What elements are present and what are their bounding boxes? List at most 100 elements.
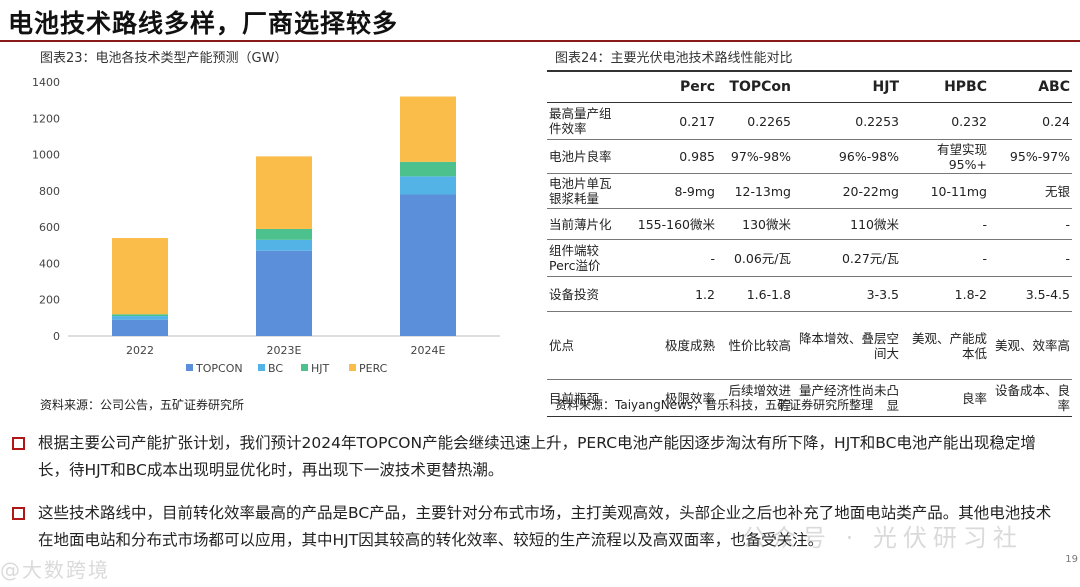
table-cell: 无银 [989,173,1072,209]
table-source: 资料来源：TaiyangNews，普乐科技，五矿证券研究所整理 [555,398,874,412]
header-cell [547,71,619,103]
table-row: 最高量产组件效率 0.217 0.2265 0.2253 0.232 0.24 [547,102,1072,140]
table-cell: 0.06元/瓦 [717,239,793,277]
bullet-text: 根据主要公司产能扩张计划，我们预计2024年TOPCON产能会继续迅速上升，PE… [38,434,1036,479]
table-cell: 155-160微米 [619,208,717,240]
y-tick-label: 200 [39,294,60,307]
bar-topcon-2023E [256,250,312,336]
table-row: 优点 极度成熟 性价比较高 降本增效、叠层空间大 美观、产能成本低 美观、效率高 [547,311,1072,380]
header-cell: TOPCon [717,71,793,103]
page-title: 电池技术路线多样，厂商选择较多 [8,9,399,38]
table-cell: - [901,208,989,240]
table-cell: 良率 [901,379,989,417]
table-cell: - [989,239,1072,277]
table-row: 电池片良率 0.985 97%-98% 96%-98% 有望实现95%+ 95%-97% [547,139,1072,174]
table-cell: 95%-97% [989,139,1072,174]
bullet-text: 这些技术路线中，目前转化效率最高的产品是BC产品，主要针对分布式市场，主打美观高… [38,504,1052,549]
row-label-cell: 优点 [547,311,619,380]
table-cell: - [989,208,1072,240]
table-cell: 1.6-1.8 [717,276,793,312]
header-cell: HJT [793,71,901,103]
bar-hjt-2023E [256,228,312,240]
table-cell: 性价比较高 [717,311,793,380]
table-cell: 0.232 [901,102,989,140]
table-row: 设备投资 1.2 1.6-1.8 3-3.5 1.8-2 3.5-4.5 [547,276,1072,312]
table-cell: 3.5-4.5 [989,276,1072,312]
square-bullet-icon [12,437,25,450]
chart-source: 资料来源：公司公告，五矿证券研究所 [40,398,245,412]
table-cell: 极度成熟 [619,311,717,380]
y-tick-label: 1200 [32,112,60,125]
legend-swatch [349,364,356,371]
table-cell: 设备成本、良率 [989,379,1072,417]
table-cell: 0.2265 [717,102,793,140]
x-tick-label: 2022 [126,344,154,357]
bar-hjt-2022 [112,314,168,317]
table-cell: 1.8-2 [901,276,989,312]
table-cell: 3-3.5 [793,276,901,312]
row-label-cell: 电池片单瓦银浆耗量 [547,173,619,209]
table-cell: - [619,239,717,277]
table-cell: 1.2 [619,276,717,312]
table-cell: 97%-98% [717,139,793,174]
table-cell: 0.24 [989,102,1072,140]
header-cell: HPBC [901,71,989,103]
row-label-cell: 电池片良率 [547,139,619,174]
bar-topcon-2022 [112,319,168,336]
bar-bc-2023E [256,239,312,251]
x-tick-label: 2023E [267,344,302,357]
y-tick-label: 1400 [32,76,60,89]
legend-swatch [258,364,265,371]
table-row: 当前薄片化 155-160微米 130微米 110微米 - - [547,208,1072,240]
bar-bc-2022 [112,316,168,320]
table-cell: 12-13mg [717,173,793,209]
y-tick-label: 800 [39,185,60,198]
table-cell: 0.27元/瓦 [793,239,901,277]
bar-hjt-2024E [400,161,456,177]
bullet-item: 根据主要公司产能扩张计划，我们预计2024年TOPCON产能会继续迅速上升，PE… [12,430,1062,484]
table-cell: 0.2253 [793,102,901,140]
table-cell: 美观、效率高 [989,311,1072,380]
row-label-cell: 设备投资 [547,276,619,312]
legend-swatch [301,364,308,371]
bar-perc-2024E [400,96,456,162]
y-tick-label: 1000 [32,149,60,162]
table-cell: 10-11mg [901,173,989,209]
y-tick-label: 0 [53,330,60,343]
bar-topcon-2024E [400,194,456,336]
watermark-right: 公众号 · 光伏研习社 [742,524,1023,552]
legend-swatch [186,364,193,371]
legend-label: TOPCON [195,362,243,375]
table-caption: 图表24：主要光伏电池技术路线性能对比 [555,51,793,66]
bar-perc-2022 [112,238,168,315]
table-cell: 130微米 [717,208,793,240]
table-header-row: Perc TOPCon HJT HPBC ABC [547,71,1072,103]
table-cell: 0.217 [619,102,717,140]
row-label-cell: 目前瓶颈 [547,379,619,417]
y-tick-label: 400 [39,257,60,270]
table-cell: 96%-98% [793,139,901,174]
row-label-cell: 当前薄片化 [547,208,619,240]
x-tick-label: 2024E [411,344,446,357]
performance-table: Perc TOPCon HJT HPBC ABC 最高量产组件效率 0.217 0.… [547,70,1072,417]
table-cell: 量产经济性尚未凸显 [793,379,901,417]
table-cell: 110微米 [793,208,901,240]
table-cell: 美观、产能成本低 [901,311,989,380]
legend-label: HJT [311,362,330,375]
legend-label: PERC [359,362,388,375]
y-tick-label: 600 [39,221,60,234]
title-divider [0,40,1080,42]
table-cell: 降本增效、叠层空间大 [793,311,901,380]
table-row: 组件端较Perc溢价 -0.06元/瓦 0.27元/瓦 - - [547,239,1072,277]
bar-bc-2024E [400,176,456,195]
header-cell: ABC [989,71,1072,103]
row-label-cell: 最高量产组件效率 [547,102,619,140]
header-cell: Perc [619,71,717,103]
capacity-bar-chart: 0 200 400 600 800 1000 1200 1400 2022 2023E 2024E T… [32,76,500,375]
bar-perc-2023E [256,156,312,229]
table-cell: 0.985 [619,139,717,174]
table-row: 电池片单瓦银浆耗量 8-9mg 12-13mg 20-22mg 10-11mg 无银 [547,173,1072,209]
watermark-left: @大数跨境 [0,558,110,582]
table-cell: 极限效率 [619,379,717,417]
table-cell: 20-22mg [793,173,901,209]
